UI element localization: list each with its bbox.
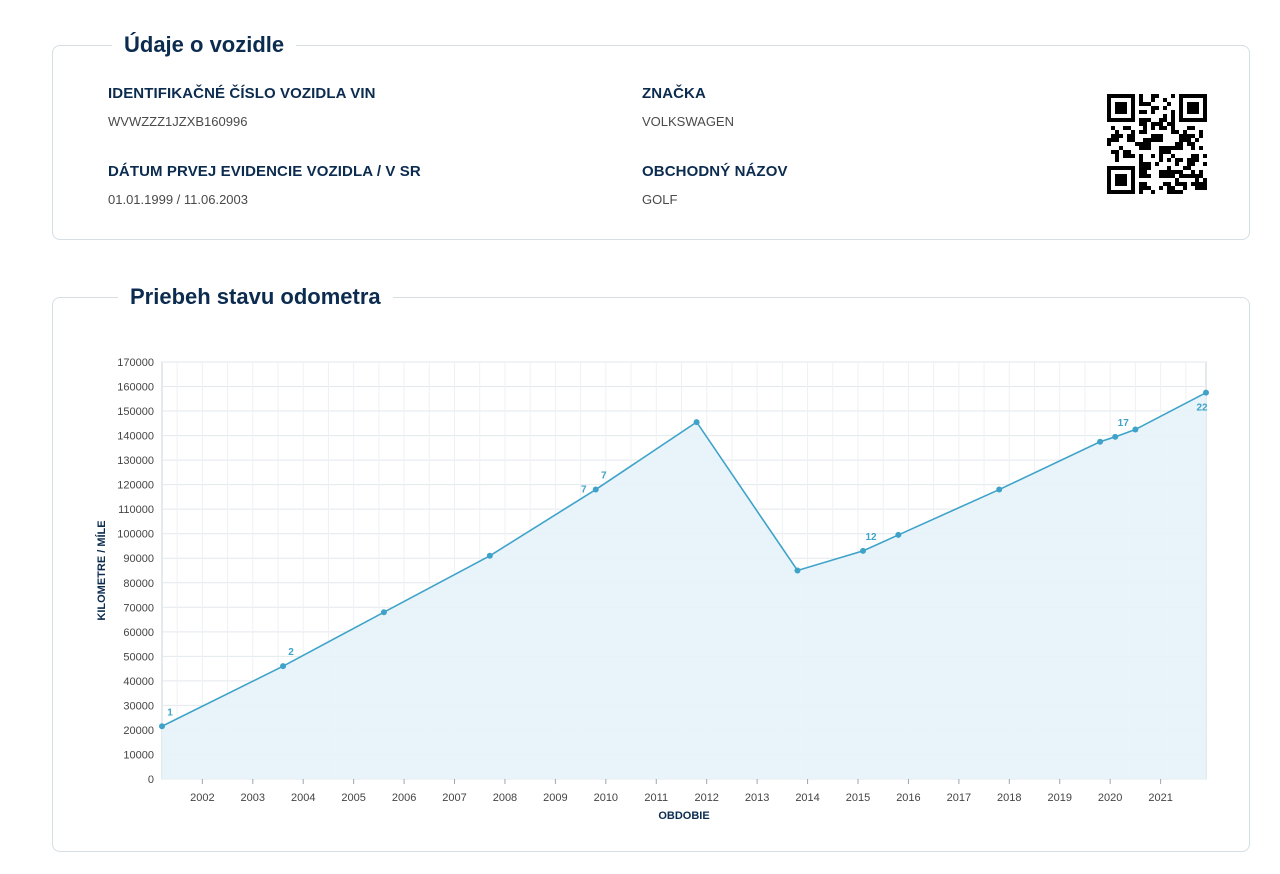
- model-label: OBCHODNÝ NÁZOV: [642, 163, 788, 180]
- data-point: [1132, 426, 1139, 433]
- y-tick-label: 150000: [117, 406, 154, 418]
- x-tick-label: 2002: [190, 792, 214, 804]
- y-tick-label: 60000: [123, 627, 154, 639]
- x-tick-label: 2011: [644, 792, 668, 804]
- brand-label: ZNAČKA: [642, 85, 706, 102]
- data-point: [860, 547, 867, 554]
- data-point: [280, 663, 287, 670]
- x-tick-label: 2016: [896, 792, 920, 804]
- x-axis-title: OBDOBIE: [658, 810, 709, 822]
- y-tick-label: 120000: [117, 480, 154, 492]
- x-tick-label: 2014: [795, 792, 819, 804]
- data-point-label: 7: [601, 471, 607, 482]
- vin-field: IDENTIFIKAČNÉ ČÍSLO VOZIDLA VIN WVWZZZ1J…: [108, 85, 376, 129]
- y-tick-label: 80000: [123, 578, 154, 590]
- area-fill: [162, 392, 1206, 779]
- x-tick-label: 2006: [392, 792, 416, 804]
- odometer-title: Priebeh stavu odometra: [118, 281, 393, 313]
- y-tick-label: 170000: [117, 357, 154, 369]
- data-point: [1097, 438, 1104, 445]
- data-point: [794, 567, 801, 574]
- x-tick-label: 2013: [745, 792, 769, 804]
- registration-date-field: DÁTUM PRVEJ EVIDENCIE VOZIDLA / V SR 01.…: [108, 163, 421, 207]
- x-tick-label: 2012: [694, 792, 718, 804]
- data-point-label: 7: [581, 485, 587, 496]
- data-point-label: 17: [1118, 418, 1130, 429]
- registration-date-label: DÁTUM PRVEJ EVIDENCIE VOZIDLA / V SR: [108, 163, 421, 180]
- brand-field: ZNAČKA VOLKSWAGEN: [642, 85, 734, 129]
- data-point-label: 1: [167, 707, 173, 718]
- y-tick-label: 160000: [117, 382, 154, 394]
- data-point-label: 12: [865, 532, 877, 543]
- x-tick-label: 2017: [947, 792, 971, 804]
- model-value: GOLF: [642, 192, 678, 207]
- data-point-label: 2: [288, 647, 294, 658]
- y-tick-label: 90000: [123, 553, 154, 565]
- x-tick-label: 2021: [1148, 792, 1172, 804]
- qr-code-icon: [1107, 94, 1207, 194]
- data-point: [996, 486, 1003, 493]
- vin-label: IDENTIFIKAČNÉ ČÍSLO VOZIDLA VIN: [108, 85, 376, 102]
- data-point: [895, 531, 902, 538]
- y-axis-title: KILOMETRE / MÍLE: [95, 520, 108, 620]
- y-tick-label: 0: [148, 774, 154, 786]
- x-tick-label: 2005: [341, 792, 365, 804]
- registration-date-value: 01.01.1999 / 11.06.2003: [108, 192, 248, 207]
- y-tick-label: 130000: [117, 455, 154, 467]
- data-point: [1112, 433, 1119, 440]
- y-tick-label: 110000: [118, 504, 154, 516]
- y-tick-label: 20000: [123, 725, 154, 737]
- vin-value: WVWZZZ1JZXB160996: [108, 114, 248, 129]
- x-tick-label: 2009: [543, 792, 567, 804]
- data-point: [693, 419, 700, 426]
- y-tick-label: 100000: [117, 529, 154, 541]
- y-tick-label: 70000: [123, 602, 154, 614]
- x-tick-label: 2003: [241, 792, 265, 804]
- odometer-chart: 0 10000 20000 30000 40000 50000 60000 70000 8000…: [95, 357, 1209, 822]
- x-tick-label: 2007: [442, 792, 466, 804]
- y-tick-label: 140000: [117, 431, 154, 443]
- x-tick-label: 2010: [594, 792, 618, 804]
- model-field: OBCHODNÝ NÁZOV GOLF: [642, 163, 788, 207]
- y-tick-label: 30000: [123, 700, 154, 712]
- vehicle-info-panel: Údaje o vozidle IDENTIFIKAČNÉ ČÍSLO VOZI…: [52, 29, 1250, 240]
- data-point: [380, 609, 387, 616]
- data-point: [486, 552, 493, 559]
- x-tick-label: 2020: [1098, 792, 1122, 804]
- x-tick-label: 2008: [493, 792, 517, 804]
- x-tick-label: 2019: [1047, 792, 1071, 804]
- data-point-label: 22: [1196, 403, 1208, 414]
- data-point: [1203, 389, 1209, 396]
- y-tick-label: 50000: [123, 651, 154, 663]
- data-point: [592, 486, 599, 493]
- data-point: [159, 723, 165, 730]
- x-tick-label: 2018: [997, 792, 1021, 804]
- y-tick-label: 40000: [123, 676, 154, 688]
- x-tick-label: 2004: [291, 792, 315, 804]
- y-tick-label: 10000: [123, 749, 154, 761]
- odometer-panel: Priebeh stavu odometra 0 10000 20000 30000 4…: [52, 281, 1250, 852]
- x-tick-label: 2015: [846, 792, 870, 804]
- vehicle-info-title: Údaje o vozidle: [112, 29, 297, 61]
- brand-value: VOLKSWAGEN: [642, 114, 734, 129]
